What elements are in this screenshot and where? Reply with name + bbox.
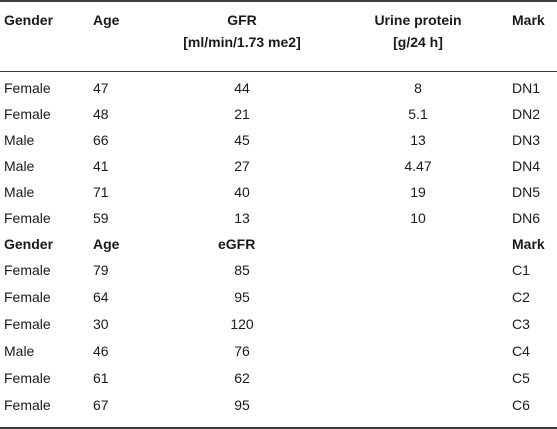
table-row: Male 46 76 C4 <box>0 338 557 364</box>
cell-mark: DN1 <box>512 80 541 96</box>
cell-gender: Female <box>4 262 51 278</box>
cell-egfr: 62 <box>234 370 250 386</box>
cell-mark: C2 <box>512 289 530 305</box>
cell-mark: DN3 <box>512 132 541 148</box>
cell-gender: Female <box>4 210 51 226</box>
cell-mark: C4 <box>512 343 530 359</box>
cell-urine-protein: 4.47 <box>404 158 432 174</box>
subheader-mark: Mark <box>512 236 545 252</box>
table-row: Female 67 95 C6 <box>0 392 557 418</box>
cell-gender: Male <box>4 343 35 359</box>
cell-age: 66 <box>93 132 109 148</box>
header-mark: Mark <box>512 12 545 28</box>
table-row: Female 61 62 C5 <box>0 365 557 391</box>
table-subheader: Gender Age eGFR Mark <box>0 231 557 257</box>
header-urine-protein: Urine protein [g/24 h] <box>358 9 478 53</box>
cell-mark: DN2 <box>512 106 541 122</box>
cell-mark: DN4 <box>512 158 541 174</box>
cell-mark: C5 <box>512 370 530 386</box>
table-row: Male 71 40 19 DN5 <box>0 179 557 205</box>
cell-gender: Male <box>4 184 35 200</box>
table-row: Female 47 44 8 DN1 <box>0 75 557 101</box>
cell-egfr: 95 <box>234 289 250 305</box>
cell-gfr: 40 <box>234 184 250 200</box>
cell-gfr: 21 <box>234 106 250 122</box>
cell-egfr: 120 <box>230 316 254 332</box>
table-bottom-rule <box>0 427 557 429</box>
cell-mark: DN6 <box>512 210 541 226</box>
cell-age: 59 <box>93 210 109 226</box>
cell-egfr: 95 <box>234 397 250 413</box>
cell-age: 48 <box>93 106 109 122</box>
cell-egfr: 76 <box>234 343 250 359</box>
cell-urine-protein: 5.1 <box>408 106 428 122</box>
table-row: Female 48 21 5.1 DN2 <box>0 101 557 127</box>
cell-urine-protein: 13 <box>410 132 426 148</box>
cell-gender: Female <box>4 80 51 96</box>
cell-mark: C1 <box>512 262 530 278</box>
table-row: Female 59 13 10 DN6 <box>0 205 557 231</box>
table-row: Female 30 120 C3 <box>0 311 557 337</box>
header-gfr-line1: GFR <box>227 12 257 28</box>
cell-age: 41 <box>93 158 109 174</box>
subheader-gender: Gender <box>4 236 54 252</box>
cell-gender: Female <box>4 316 51 332</box>
cell-gender: Female <box>4 106 51 122</box>
table-row: Female 64 95 C2 <box>0 284 557 310</box>
cell-age: 47 <box>93 80 109 96</box>
cell-gfr: 44 <box>234 80 250 96</box>
cell-gender: Female <box>4 289 51 305</box>
cell-age: 61 <box>93 370 109 386</box>
cell-urine-protein: 19 <box>410 184 426 200</box>
header-rule <box>0 71 557 72</box>
table-row: Male 41 27 4.47 DN4 <box>0 153 557 179</box>
cell-gender: Female <box>4 397 51 413</box>
header-age: Age <box>93 12 120 28</box>
cell-gfr: 13 <box>234 210 250 226</box>
cell-mark: DN5 <box>512 184 541 200</box>
cell-age: 64 <box>93 289 109 305</box>
cell-urine-protein: 8 <box>414 80 422 96</box>
table-row: Female 79 85 C1 <box>0 257 557 283</box>
cell-age: 30 <box>93 316 109 332</box>
cell-mark: C6 <box>512 397 530 413</box>
subheader-egfr: eGFR <box>218 236 256 252</box>
cell-gfr: 27 <box>234 158 250 174</box>
subheader-age: Age <box>93 236 120 252</box>
header-protein-line1: Urine protein <box>374 12 462 28</box>
header-gfr-line2: [ml/min/1.73 me2] <box>183 34 301 50</box>
cell-age: 71 <box>93 184 109 200</box>
cell-urine-protein: 10 <box>410 210 426 226</box>
table-row: Male 66 45 13 DN3 <box>0 127 557 153</box>
table-top-rule <box>0 0 557 2</box>
cell-gender: Male <box>4 132 35 148</box>
cell-age: 79 <box>93 262 109 278</box>
cell-age: 67 <box>93 397 109 413</box>
cell-gender: Female <box>4 370 51 386</box>
header-gfr: GFR [ml/min/1.73 me2] <box>168 9 316 53</box>
cell-egfr: 85 <box>234 262 250 278</box>
cell-gender: Male <box>4 158 35 174</box>
header-protein-line2: [g/24 h] <box>393 34 443 50</box>
header-gender: Gender <box>4 12 54 28</box>
cell-age: 46 <box>93 343 109 359</box>
cell-gfr: 45 <box>234 132 250 148</box>
cell-mark: C3 <box>512 316 530 332</box>
